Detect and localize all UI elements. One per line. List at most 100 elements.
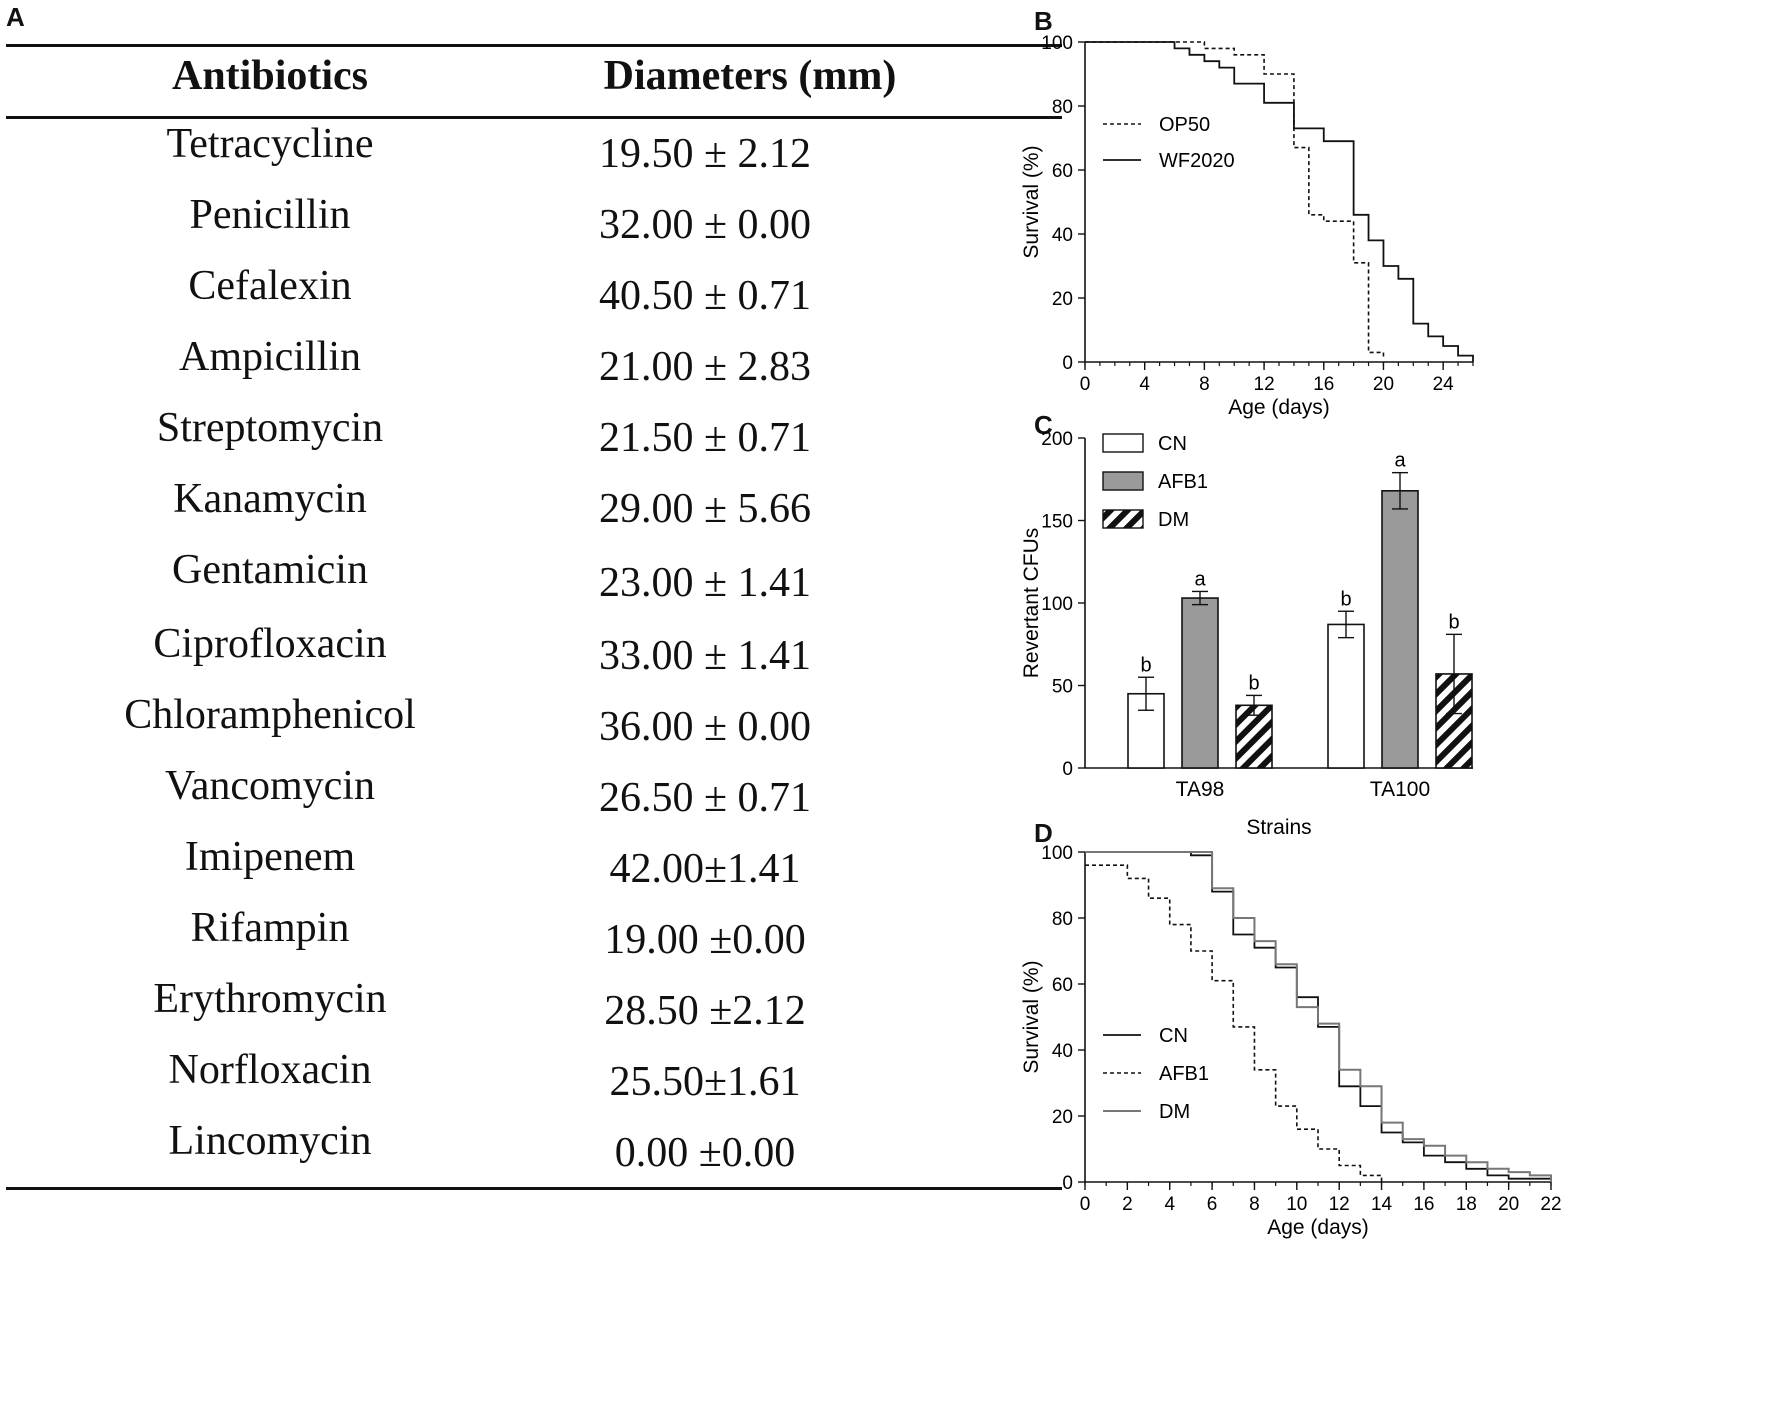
table-cell-diameter: 33.00 ± 1.41 <box>598 633 812 679</box>
table-cell-diameter: 19.00 ±0.00 <box>604 917 806 963</box>
legend-label-cn: CN <box>1158 433 1187 455</box>
x-tick-label: 18 <box>1456 1194 1477 1215</box>
table-cell-antibiotic: Penicillin <box>189 192 351 238</box>
table-cell-diameter: 36.00 ± 0.00 <box>598 704 812 750</box>
table-header-rule <box>6 116 1062 119</box>
table-bottom-rule <box>6 1187 1062 1190</box>
survival-curve-cn <box>1085 851 1552 1182</box>
survival-chart-b: 0 20 40 60 80 100 0 4 8 12 16 20 24 Age (days) Surviva… <box>1020 33 1474 419</box>
legend-swatch-afb1 <box>1102 471 1144 491</box>
survival-curve-op50 <box>1085 41 1385 359</box>
x-tick-label: 22 <box>1540 1194 1561 1215</box>
x-tick-label: 2 <box>1122 1194 1133 1215</box>
x-category-label: TA100 <box>1370 778 1430 801</box>
revertant-bar-chart-c: 0 50 100 150 200 Revertant CFUs TA98 b a b TA100 b a… <box>1020 429 1473 839</box>
significance-letter: b <box>1340 588 1351 610</box>
x-tick-label: 12 <box>1254 374 1275 395</box>
bar-cn <box>1327 623 1365 769</box>
table-cell-antibiotic: Vancomycin <box>165 763 375 809</box>
x-tick-label: 0 <box>1080 1194 1091 1215</box>
y-axis-label: Survival (%) <box>1020 960 1043 1073</box>
y-tick-label: 80 <box>1052 909 1073 930</box>
x-tick-label: 4 <box>1164 1194 1175 1215</box>
y-tick-label: 100 <box>1041 594 1073 615</box>
x-axis-label: Strains <box>1246 816 1311 839</box>
table-cell-diameter: 0.00 ±0.00 <box>614 1130 796 1176</box>
y-tick-label: 50 <box>1052 677 1073 698</box>
x-axis-label: Age (days) <box>1267 1216 1369 1239</box>
table-cell-antibiotic: Gentamicin <box>172 547 368 593</box>
table-cell-diameter: 29.00 ± 5.66 <box>598 486 812 532</box>
y-tick-label: 60 <box>1052 161 1073 182</box>
x-tick-label: 4 <box>1139 374 1150 395</box>
table-cell-antibiotic: Ciprofloxacin <box>153 621 387 667</box>
panel-label-a: A <box>6 2 25 32</box>
table-cell-antibiotic: Imipenem <box>184 834 356 880</box>
x-tick-label: 12 <box>1329 1194 1350 1215</box>
y-tick-label: 100 <box>1041 33 1073 54</box>
y-axis-label: Revertant CFUs <box>1020 528 1043 679</box>
table-top-rule <box>6 44 1062 47</box>
y-axis-label: Survival (%) <box>1020 145 1043 258</box>
significance-letter: a <box>1194 568 1206 590</box>
y-tick-label: 60 <box>1052 975 1073 996</box>
y-tick-label: 40 <box>1052 225 1073 246</box>
table-cell-diameter: 40.50 ± 0.71 <box>598 273 812 319</box>
table-cell-diameter: 25.50±1.61 <box>609 1059 801 1105</box>
y-tick-label: 80 <box>1052 97 1073 118</box>
table-cell-diameter: 32.00 ± 0.00 <box>598 202 812 248</box>
x-tick-label: 6 <box>1207 1194 1218 1215</box>
table-cell-antibiotic: Rifampin <box>190 905 350 951</box>
table-cell-diameter: 21.00 ± 2.83 <box>598 344 812 390</box>
y-tick-label: 200 <box>1041 429 1073 450</box>
legend-label-dm: DM <box>1158 509 1189 531</box>
x-category-label: TA98 <box>1176 778 1225 801</box>
antibiotics-table: A Antibiotics Diameters (mm) Tetracyclin… <box>6 2 1062 1190</box>
header-diameters: Diameters (mm) <box>603 53 897 99</box>
legend-label-op50: OP50 <box>1159 114 1210 136</box>
table-cell-antibiotic: Lincomycin <box>168 1118 372 1164</box>
x-axis-label: Age (days) <box>1228 396 1330 419</box>
table-cell-diameter: 23.00 ± 1.41 <box>598 560 812 606</box>
table-cell-diameter: 21.50 ± 0.71 <box>598 415 812 461</box>
legend-label-cn: CN <box>1159 1025 1188 1047</box>
table-cell-antibiotic: Kanamycin <box>173 476 367 522</box>
y-tick-label: 20 <box>1052 1107 1073 1128</box>
table-cell-diameter: 42.00±1.41 <box>609 846 801 892</box>
panel-label-c: C <box>1034 410 1053 440</box>
bar-afb1 <box>1181 597 1219 769</box>
x-tick-label: 8 <box>1199 374 1210 395</box>
survival-curve-dm <box>1085 851 1552 1182</box>
y-tick-label: 40 <box>1052 1041 1073 1062</box>
table-cell-antibiotic: Ampicillin <box>179 334 361 380</box>
significance-letter: b <box>1140 654 1151 676</box>
x-tick-label: 16 <box>1413 1194 1434 1215</box>
legend-label-afb1: AFB1 <box>1158 471 1208 493</box>
x-tick-label: 20 <box>1498 1194 1519 1215</box>
x-tick-label: 14 <box>1371 1194 1393 1215</box>
table-cell-diameter: 28.50 ±2.12 <box>604 988 806 1034</box>
y-tick-label: 20 <box>1052 289 1073 310</box>
y-tick-label: 0 <box>1062 1173 1073 1194</box>
table-cell-antibiotic: Cefalexin <box>188 263 352 309</box>
table-cell-antibiotic: Tetracycline <box>166 121 374 167</box>
panel-label-d: D <box>1034 818 1053 848</box>
bar-afb1 <box>1381 490 1419 769</box>
table-cell-diameter: 26.50 ± 0.71 <box>598 775 812 821</box>
significance-letter: b <box>1448 611 1459 633</box>
x-tick-label: 20 <box>1373 374 1394 395</box>
y-tick-label: 0 <box>1062 759 1073 780</box>
x-tick-label: 10 <box>1286 1194 1307 1215</box>
legend-label-dm: DM <box>1159 1101 1190 1123</box>
table-cell-antibiotic: Norfloxacin <box>168 1047 372 1093</box>
table-cell-diameter: 19.50 ± 2.12 <box>598 131 812 177</box>
legend-swatch-dm <box>1102 509 1144 529</box>
table-cell-antibiotic: Streptomycin <box>156 405 384 451</box>
x-tick-label: 0 <box>1080 374 1091 395</box>
survival-curve-wf2020 <box>1085 41 1474 362</box>
x-tick-label: 24 <box>1433 374 1455 395</box>
header-antibiotics: Antibiotics <box>171 53 368 99</box>
significance-letter: b <box>1248 672 1259 694</box>
y-tick-label: 0 <box>1062 353 1073 374</box>
x-tick-label: 8 <box>1249 1194 1260 1215</box>
